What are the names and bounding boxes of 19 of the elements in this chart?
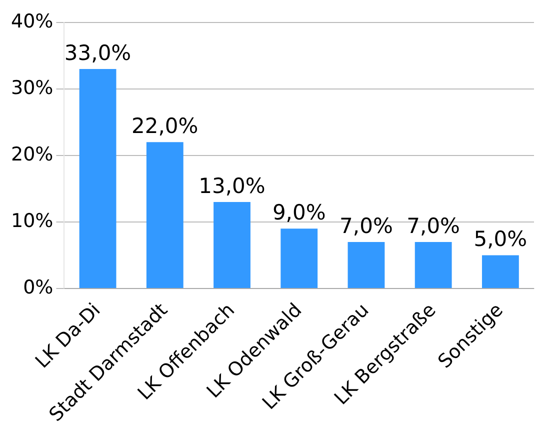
- data-label: 7,0%: [406, 214, 460, 238]
- bar: [280, 228, 318, 288]
- data-label: 7,0%: [340, 214, 393, 238]
- bar: [482, 255, 519, 288]
- data-label: 22,0%: [132, 114, 198, 138]
- y-tick-label: 10%: [10, 210, 54, 232]
- data-label: 9,0%: [272, 200, 326, 225]
- y-tick-label: 0%: [23, 276, 54, 298]
- bar: [348, 242, 385, 288]
- bar: [146, 142, 184, 288]
- bar: [79, 68, 116, 288]
- y-tick-label: 40%: [10, 10, 54, 32]
- data-label: 5,0%: [474, 227, 528, 252]
- y-tick-label: 30%: [10, 76, 54, 99]
- data-label: 13,0%: [198, 174, 266, 198]
- data-label: 33,0%: [64, 40, 132, 65]
- y-tick-label: 20%: [10, 143, 54, 166]
- bar: [414, 242, 452, 288]
- bar: [214, 202, 250, 288]
